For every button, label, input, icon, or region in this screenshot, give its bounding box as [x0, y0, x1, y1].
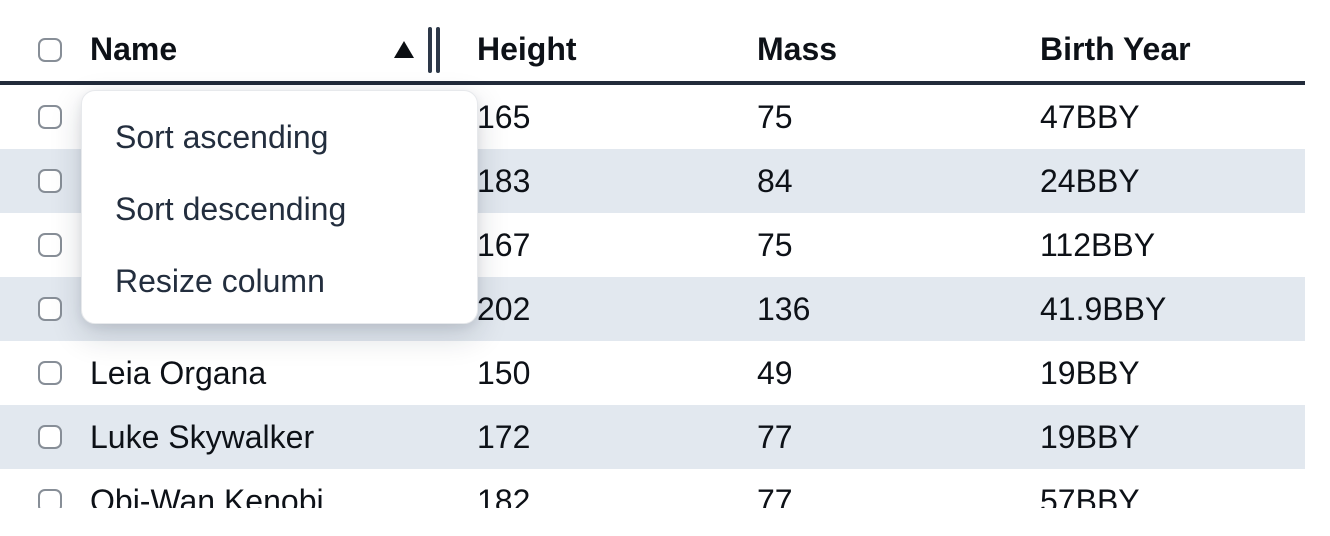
cell-mass: 77 [757, 482, 793, 509]
table-row: Luke Skywalker 172 77 19BBY [0, 405, 1305, 469]
header-cell-mass[interactable]: Mass [757, 0, 1040, 81]
table-header: Name Height Mass Birth Year [0, 0, 1305, 85]
menu-item-sort-ascending[interactable]: Sort ascending [115, 118, 329, 155]
cell-height: 182 [477, 482, 531, 509]
cell-height: 165 [477, 98, 531, 135]
cell-name: Luke Skywalker [90, 418, 315, 455]
header-cell-select-all [0, 0, 90, 81]
cell-name: Obi-Wan Kenobi [90, 482, 324, 509]
sort-ascending-icon [394, 41, 414, 58]
row-checkbox[interactable] [38, 233, 62, 257]
table-row: Obi-Wan Kenobi 182 77 57BBY [0, 469, 1305, 508]
table-row: 167 75 112BBY [0, 213, 1305, 277]
cell-name: Leia Organa [90, 354, 267, 391]
table-row: Leia Organa 150 49 19BBY [0, 341, 1305, 405]
select-all-checkbox[interactable] [38, 37, 62, 62]
cell-height: 183 [477, 162, 531, 199]
cell-birth-year: 112BBY [1040, 226, 1156, 263]
column-label-height: Height [477, 31, 577, 67]
row-checkbox[interactable] [38, 297, 62, 321]
header-cell-birth-year[interactable]: Birth Year [1040, 0, 1305, 81]
cell-mass: 84 [757, 162, 793, 199]
menu-item-resize-column[interactable]: Resize column [115, 262, 325, 299]
row-checkbox[interactable] [38, 489, 62, 508]
column-resize-handle[interactable] [428, 26, 440, 73]
cell-birth-year: 24BBY [1040, 162, 1140, 199]
cell-birth-year: 19BBY [1040, 354, 1140, 391]
cell-birth-year: 47BBY [1040, 98, 1140, 135]
column-label-birth-year: Birth Year [1040, 31, 1191, 67]
row-checkbox[interactable] [38, 361, 62, 385]
column-label-name: Name [90, 31, 178, 67]
header-cell-name[interactable]: Name [90, 0, 477, 81]
cell-birth-year: 57BBY [1040, 482, 1140, 509]
table-row: 165 75 47BBY [0, 85, 1305, 149]
row-checkbox[interactable] [38, 105, 62, 129]
cell-birth-year: 19BBY [1040, 418, 1140, 455]
column-menu: Sort ascending Sort descending Resize co… [81, 90, 478, 324]
cell-height: 150 [477, 354, 531, 391]
cell-mass: 75 [757, 226, 793, 263]
cell-mass: 136 [757, 290, 811, 327]
column-label-mass: Mass [757, 31, 838, 67]
cell-mass: 75 [757, 98, 793, 135]
menu-item-sort-descending[interactable]: Sort descending [115, 190, 347, 227]
cell-height: 202 [477, 290, 531, 327]
cell-height: 172 [477, 418, 531, 455]
header-cell-height[interactable]: Height [477, 0, 757, 81]
cell-height: 167 [477, 226, 531, 263]
row-checkbox[interactable] [38, 169, 62, 193]
cell-mass: 49 [757, 354, 793, 391]
row-checkbox[interactable] [38, 425, 62, 449]
cell-mass: 77 [757, 418, 793, 455]
cell-birth-year: 41.9BBY [1040, 290, 1167, 327]
